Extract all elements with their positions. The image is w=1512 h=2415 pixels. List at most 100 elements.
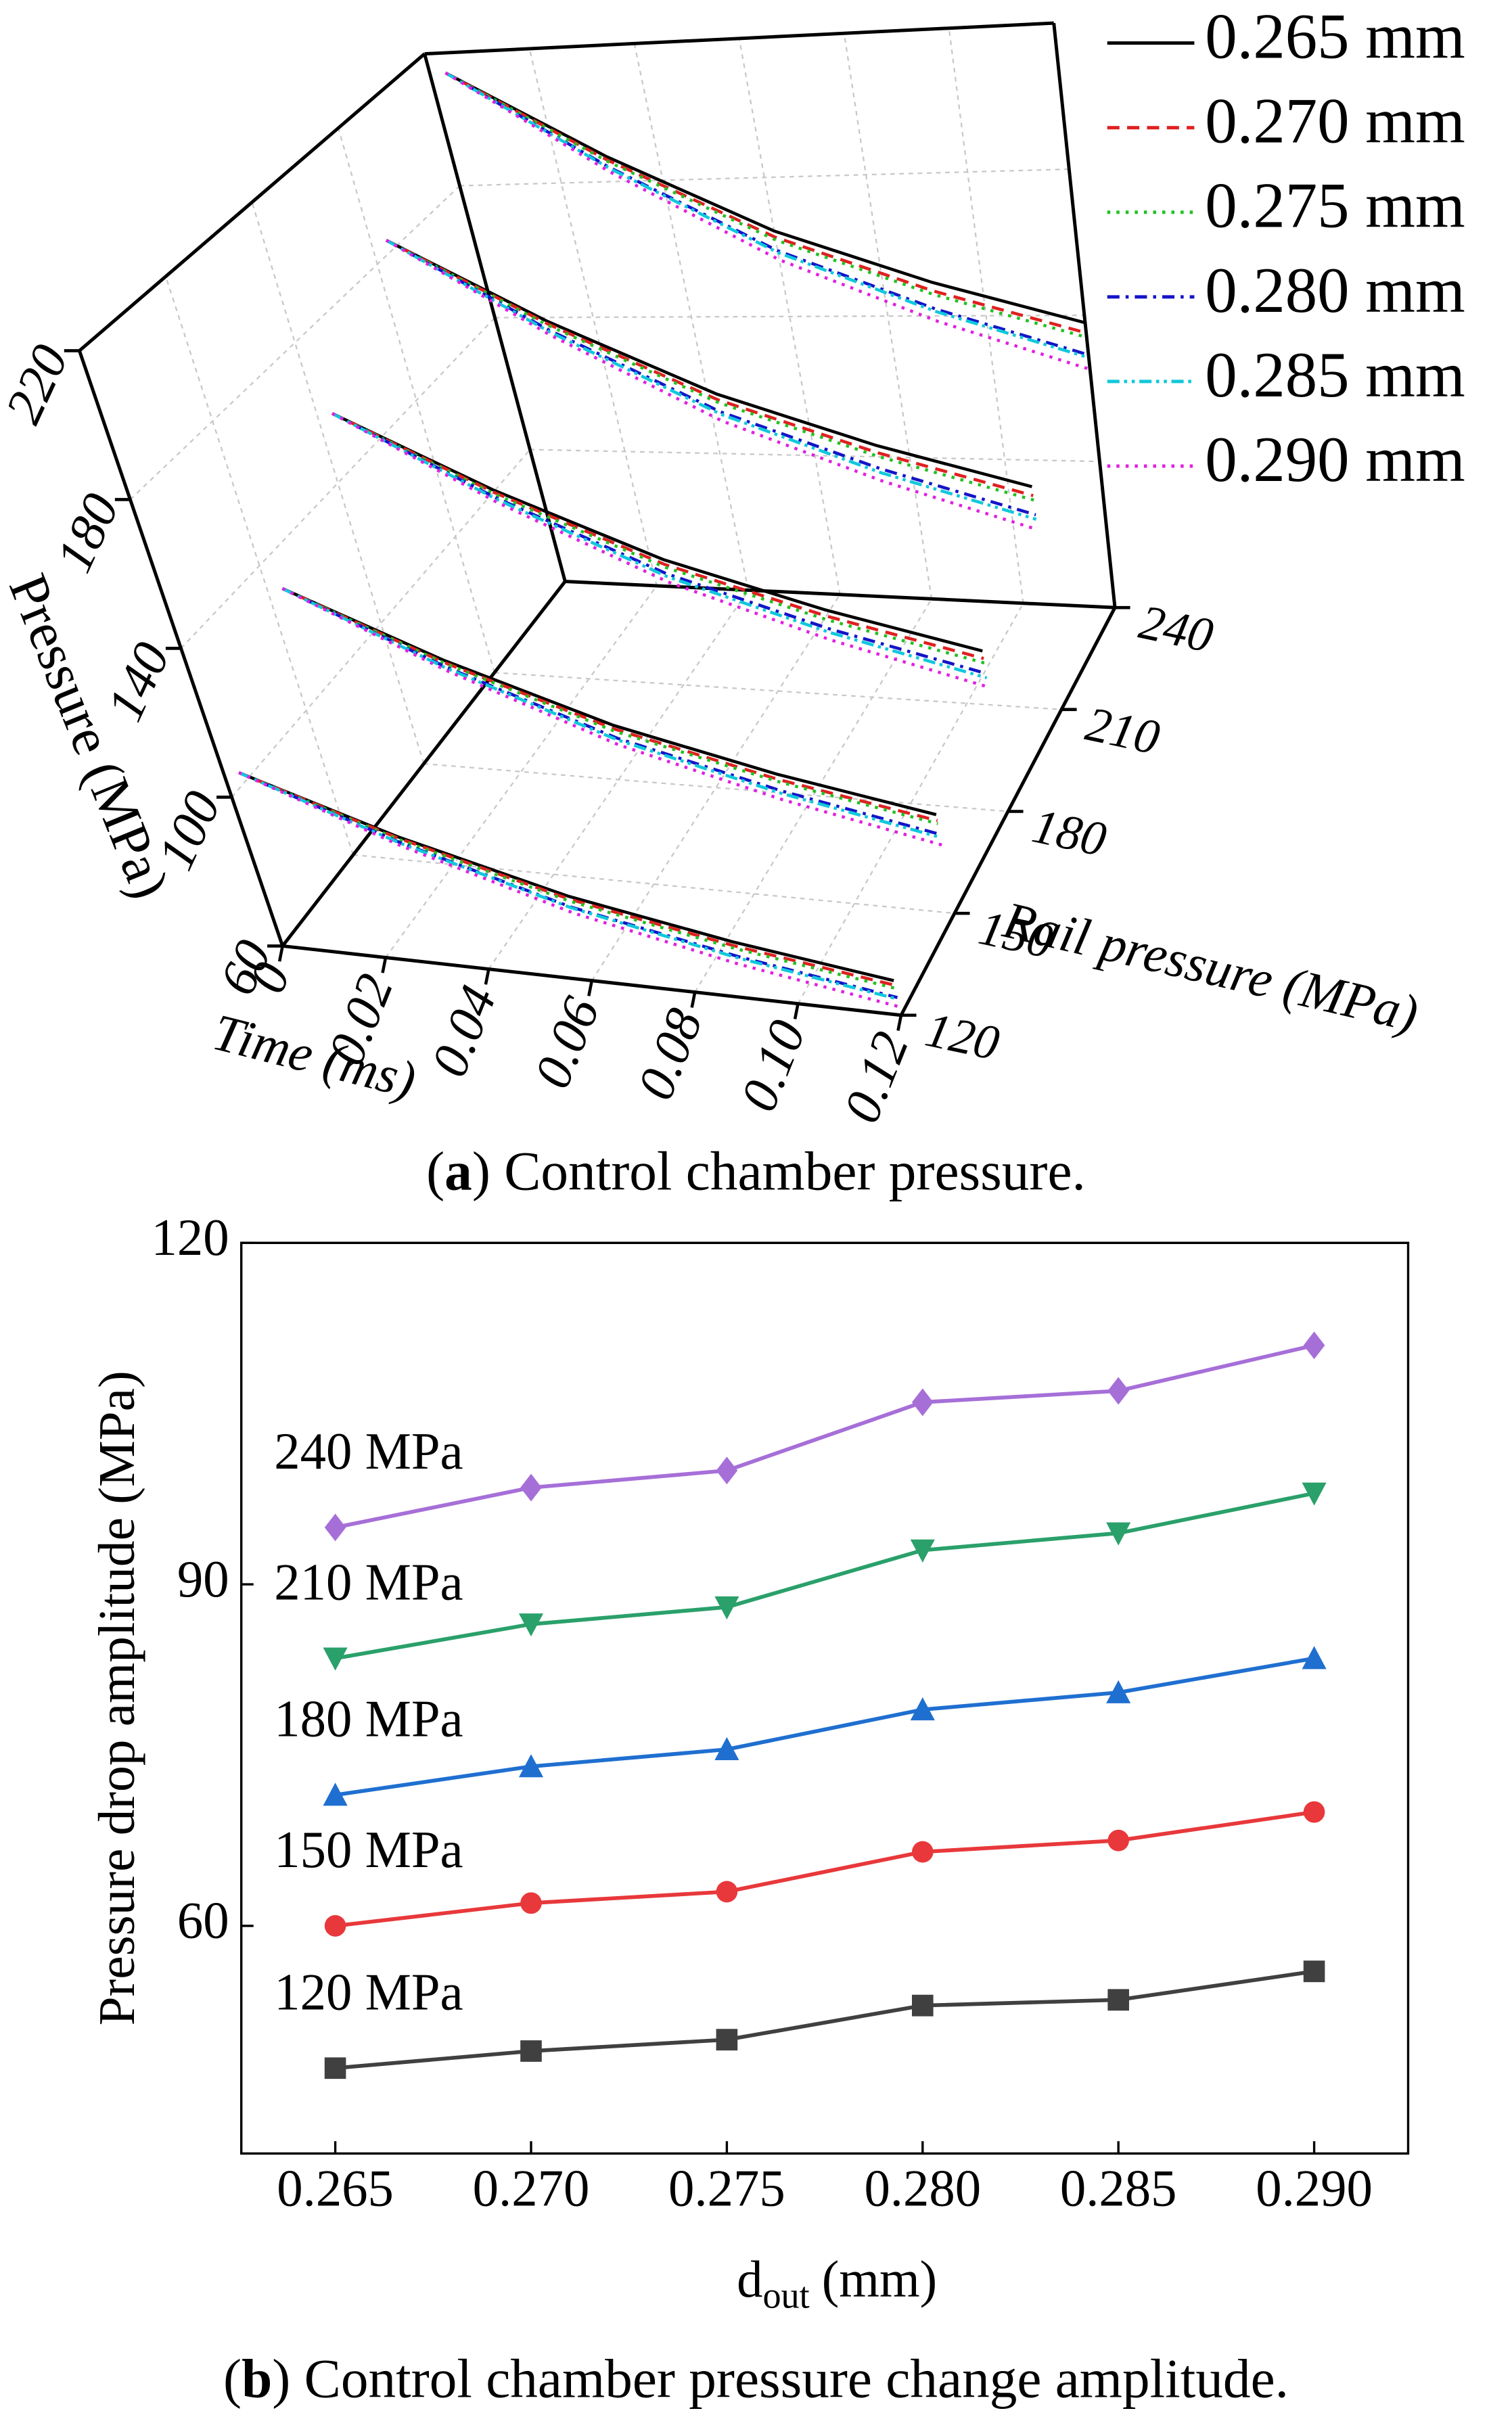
box-edge (1052, 22, 1117, 608)
curve (281, 586, 940, 836)
marker (324, 2057, 346, 2079)
marker (323, 1647, 348, 1671)
y-tick-label: 210 (1081, 696, 1164, 765)
y-tick-label: 120 (921, 1002, 1004, 1071)
marker (1303, 1801, 1325, 1823)
x-tick-label: 0.10 (729, 1012, 817, 1119)
grid-line (528, 48, 658, 586)
y-tick-label: 120 (152, 1208, 229, 1266)
box-edge (281, 580, 567, 947)
y-tick-label: 60 (177, 1891, 229, 1949)
marker (910, 1539, 935, 1563)
marker (520, 1473, 542, 1502)
series-line (335, 1656, 1315, 1797)
marker (518, 1754, 544, 1778)
x-label-unit: (mm) (822, 2249, 937, 2307)
curve (444, 71, 1091, 371)
marker (716, 1881, 738, 1903)
x-tick-label: 0.06 (523, 989, 611, 1096)
box-edge (423, 53, 567, 582)
marker (1107, 1377, 1129, 1405)
marker (911, 1841, 934, 1863)
legend-label: 0.285 mm (1205, 339, 1465, 411)
marker (1303, 1331, 1325, 1360)
x-tick-label: 0.04 (419, 978, 507, 1084)
grid-line (843, 33, 933, 599)
x-tick (690, 992, 697, 1008)
series-label: 150 MPa (274, 1820, 463, 1879)
curve (444, 71, 1090, 359)
grid-line (459, 168, 1070, 187)
curve (281, 586, 938, 825)
y-tick-label: 90 (177, 1550, 229, 1608)
grid-line (633, 43, 750, 591)
marker (1302, 1646, 1327, 1670)
curve (281, 586, 941, 840)
x-tick (381, 957, 388, 973)
x-label-main: d (737, 2249, 762, 2307)
grid-line (180, 317, 496, 649)
marker (520, 2040, 542, 2062)
x-tick (793, 1003, 800, 1019)
marker (714, 1596, 739, 1619)
curve (331, 412, 983, 653)
x-tick-label: 0.12 (832, 1024, 920, 1130)
curve (444, 71, 1086, 325)
curve (385, 239, 1038, 532)
grid-line (694, 598, 933, 993)
grid-line (738, 38, 841, 595)
marker (716, 1456, 738, 1485)
curve (281, 586, 937, 816)
legend-label: 0.275 mm (1205, 169, 1465, 241)
grid-line (495, 315, 1084, 319)
curve (331, 412, 988, 680)
curve (331, 412, 989, 689)
x-tick (484, 969, 490, 985)
grid-line (385, 585, 658, 959)
legend-label: 0.280 mm (1205, 254, 1465, 325)
box-edge (78, 52, 426, 352)
caption-text: ) Control chamber pressure change amplit… (272, 2347, 1289, 2409)
x-tick-label: 0.290 (1256, 2159, 1373, 2217)
legend-label: 0.265 mm (1205, 0, 1465, 72)
y-tick-label: 240 (1135, 594, 1218, 663)
x-tick-label: 0.270 (473, 2159, 590, 2217)
grid-line (251, 202, 425, 764)
legend-label: 0.290 mm (1205, 423, 1465, 495)
series-line (335, 1491, 1315, 1661)
x-tick-label: 0.285 (1060, 2159, 1177, 2217)
caption-open: ( (426, 1140, 444, 1201)
curve (281, 586, 942, 847)
marker (716, 2029, 738, 2051)
legend-label: 0.270 mm (1205, 85, 1465, 156)
marker (1107, 1829, 1129, 1852)
marker (324, 1513, 346, 1542)
marker (1106, 1522, 1131, 1546)
marker (1303, 1960, 1325, 1983)
marker (323, 1782, 348, 1806)
caption-label: b (242, 2347, 272, 2409)
caption-a: (a) Control chamber pressure. (426, 1140, 1086, 1201)
marker (1302, 1482, 1327, 1506)
x-label-sub: out (762, 2276, 809, 2316)
x-tick-label: 0.275 (668, 2159, 785, 2217)
z-axis-label: Pressure (MPa) (0, 566, 182, 906)
series-label: 210 MPa (274, 1552, 463, 1611)
y-axis-label: Rail pressure (MPa) (998, 890, 1423, 1043)
series-label: 180 MPa (274, 1689, 463, 1747)
y-axis-label: Pressure drop amplitude (MPa) (87, 1371, 145, 2025)
marker (324, 1914, 346, 1937)
marker (1107, 1989, 1129, 2011)
y-tick-label: 180 (1028, 798, 1111, 867)
curve (444, 71, 1089, 356)
curve (238, 771, 898, 999)
marker (714, 1736, 739, 1761)
series-line (335, 1810, 1314, 1928)
x-tick (587, 980, 594, 996)
x-tick (277, 945, 284, 962)
series-line (335, 1969, 1314, 2071)
curve (444, 71, 1087, 335)
marker (1106, 1680, 1131, 1703)
